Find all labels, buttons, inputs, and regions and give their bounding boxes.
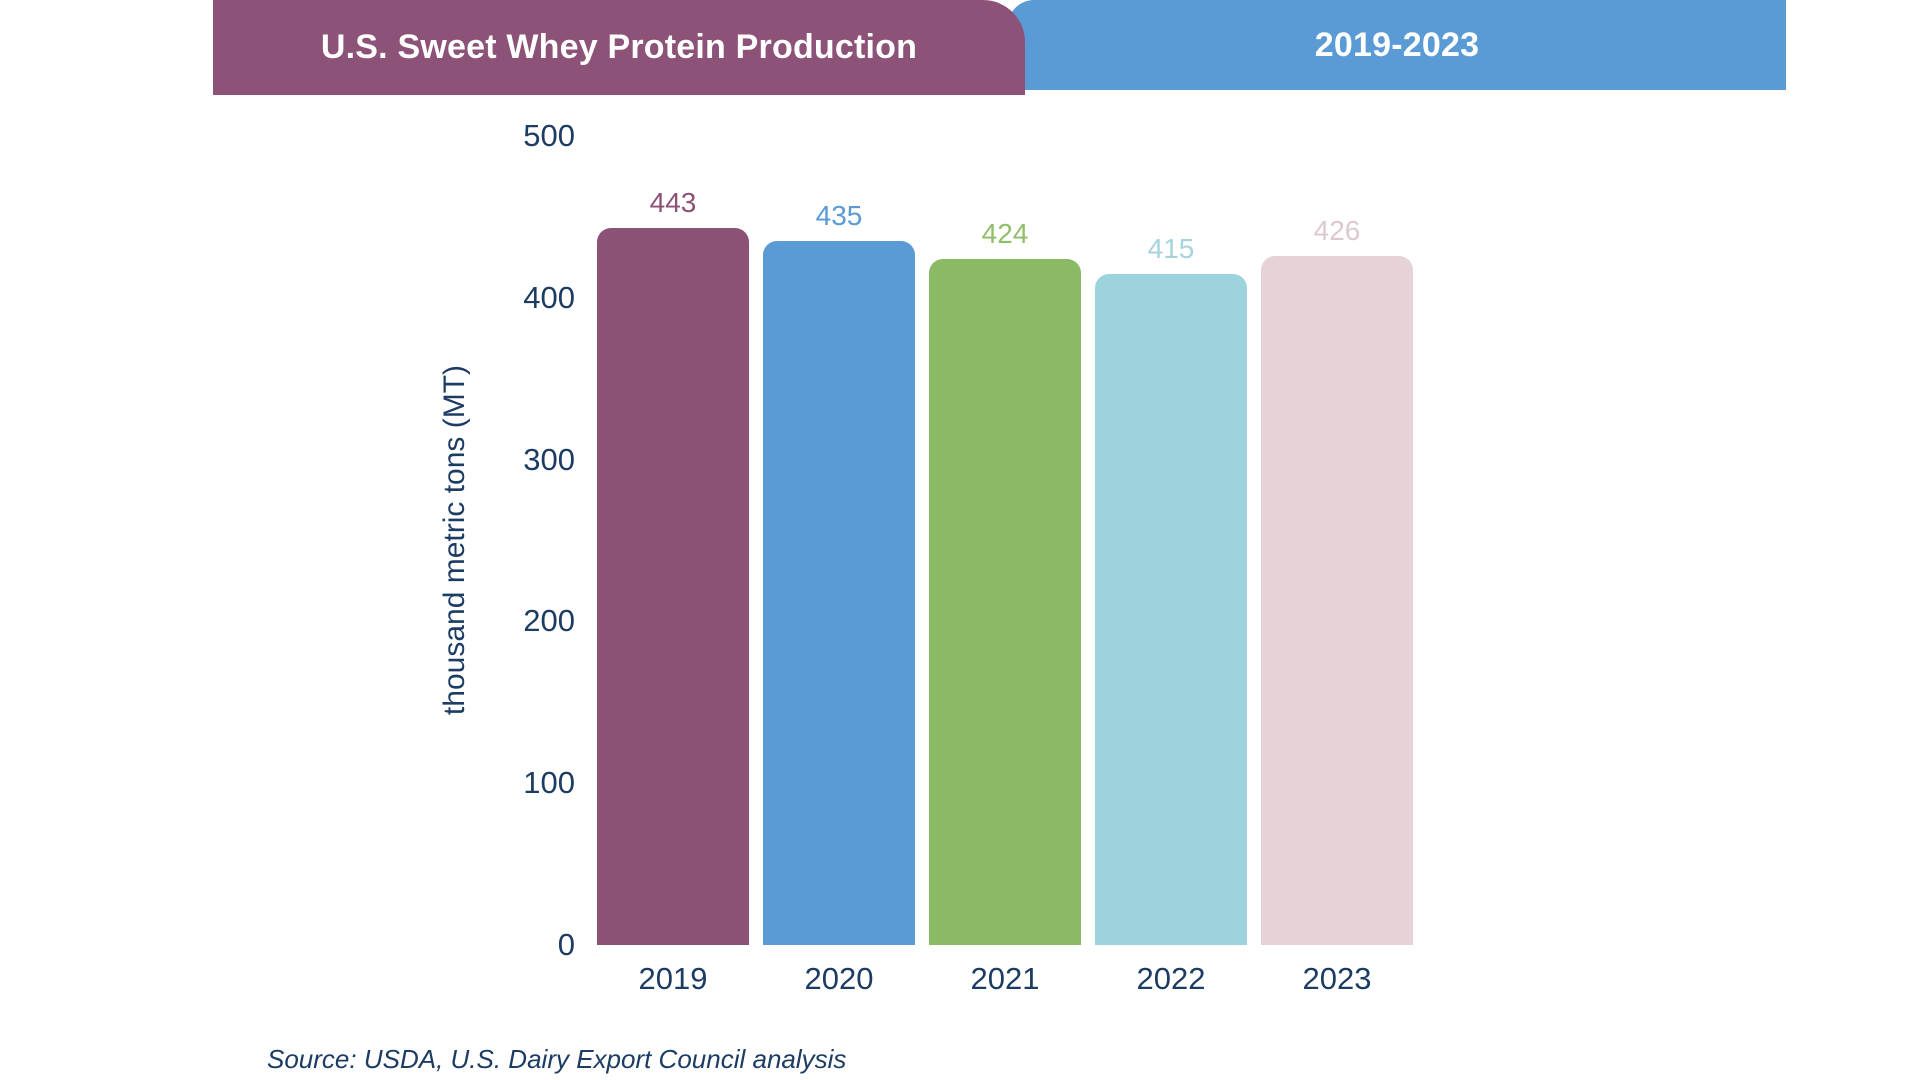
bar-2021 bbox=[929, 259, 1081, 945]
x-axis-label-2022: 2022 bbox=[1136, 961, 1206, 996]
x-axis-label-2023: 2023 bbox=[1302, 961, 1372, 996]
value-label-2019: 443 bbox=[649, 187, 697, 218]
bar-2022 bbox=[1095, 274, 1247, 945]
y-tick-label: 100 bbox=[523, 765, 575, 801]
source-note: Source: USDA, U.S. Dairy Export Council … bbox=[267, 1044, 847, 1074]
value-label-2023: 426 bbox=[1313, 215, 1361, 246]
x-axis-label-2019: 2019 bbox=[638, 961, 708, 996]
header-title-tab: U.S. Sweet Whey Protein Production bbox=[213, 0, 1025, 95]
value-label-2021: 424 bbox=[981, 218, 1029, 249]
header-period-label: 2019-2023 bbox=[1314, 25, 1480, 64]
bar-2023 bbox=[1261, 256, 1413, 945]
y-tick-label: 300 bbox=[523, 441, 575, 477]
y-tick-label: 400 bbox=[523, 279, 575, 315]
y-tick-label: 500 bbox=[523, 118, 575, 153]
value-label-2020: 435 bbox=[815, 200, 863, 231]
x-axis-label-2020: 2020 bbox=[804, 961, 874, 996]
y-axis-title: thousand metric tons (MT) bbox=[438, 364, 471, 716]
bar-2020 bbox=[763, 241, 915, 945]
value-label-2022: 415 bbox=[1147, 233, 1195, 264]
y-tick-label: 200 bbox=[523, 603, 575, 639]
x-axis-label-2021: 2021 bbox=[970, 961, 1040, 996]
y-tick-label: 0 bbox=[557, 927, 575, 962]
header-period-tab: 2019-2023 bbox=[1008, 0, 1786, 90]
bar-2019 bbox=[597, 228, 749, 945]
page-title: U.S. Sweet Whey Protein Production bbox=[320, 28, 918, 66]
